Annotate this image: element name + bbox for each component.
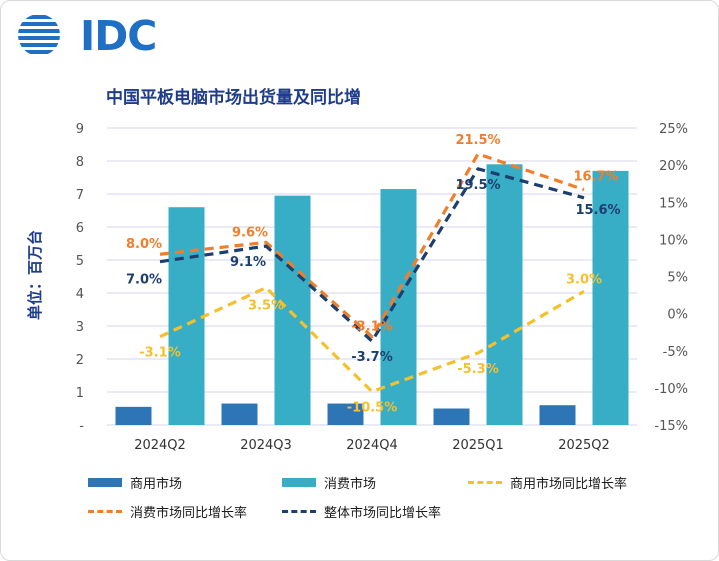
x-tick-label: 2024Q2 [134, 438, 186, 453]
bar [274, 195, 311, 425]
bar [380, 189, 417, 425]
bar [486, 164, 523, 426]
bar [221, 403, 258, 425]
data-label: -3.1% [139, 346, 180, 361]
data-label: 7.0% [126, 273, 162, 288]
y2-tick-label: -10% [654, 382, 688, 397]
data-label: 3.5% [248, 299, 284, 314]
y2-tick-label: 20% [659, 159, 688, 174]
left-axis-ticks: - 1 2 3 4 5 6 7 8 9 [76, 122, 85, 434]
y-tick-label: 6 [76, 221, 84, 236]
y-tick-label: 1 [76, 386, 84, 401]
bar [168, 207, 205, 425]
data-label: -3.7% [351, 350, 392, 365]
bar [327, 403, 364, 425]
data-label: 9.6% [232, 225, 268, 240]
data-label: 15.6% [575, 203, 620, 218]
bar [592, 170, 629, 425]
data-label: 19.5% [455, 178, 500, 193]
data-label: 9.1% [230, 255, 266, 270]
y2-tick-label: 0% [667, 308, 688, 323]
data-label: -10.5% [347, 401, 398, 416]
data-label: 16.7% [573, 170, 618, 185]
y-tick-label: - [79, 419, 84, 434]
y-tick-label: 9 [76, 122, 84, 137]
y-tick-label: 7 [76, 188, 84, 203]
y2-tick-label: 5% [667, 271, 688, 286]
chart-title: 中国平板电脑市场出货量及同比增 [106, 88, 361, 108]
series-line [159, 286, 585, 394]
x-tick-label: 2024Q4 [346, 438, 398, 453]
y-axis-label: 单位：百万台 [26, 230, 44, 320]
y2-tick-label: -15% [654, 419, 688, 434]
logo-wordmark: IDC [80, 12, 157, 60]
x-tick-label: 2025Q2 [558, 438, 610, 453]
data-label: 21.5% [455, 133, 500, 148]
bar [433, 408, 470, 425]
data-label: 8.0% [126, 237, 162, 252]
bar-series [115, 164, 629, 426]
y-tick-label: 8 [76, 155, 84, 170]
line-series [159, 152, 585, 394]
y-tick-label: 2 [76, 353, 84, 368]
y2-tick-label: 15% [659, 196, 688, 211]
x-tick-label: 2024Q3 [240, 438, 292, 453]
x-axis-ticks: 2024Q2 2024Q3 2024Q4 2025Q1 2025Q2 [134, 438, 610, 453]
y-tick-label: 3 [76, 320, 84, 335]
bar [115, 406, 152, 425]
series-line [159, 167, 585, 343]
y2-tick-label: 25% [659, 122, 688, 137]
data-label: 3.0% [566, 272, 602, 287]
y-tick-label: 5 [76, 254, 84, 269]
data-labels: -3.1% 3.5% -10.5% -5.3% 3.0% 8.0% 9.6% -3.1% 21.… [126, 133, 621, 416]
idc-logo: IDC [16, 12, 166, 58]
globe-icon [18, 15, 60, 54]
y2-tick-label: 10% [659, 233, 688, 248]
bar [539, 405, 576, 425]
y2-tick-label: -5% [663, 345, 688, 360]
series-line [159, 152, 585, 339]
y-tick-label: 4 [76, 287, 84, 302]
data-label: -5.3% [457, 362, 498, 377]
right-axis-ticks: -15% -10% -5% 0% 5% 10% 15% 20% 25% [654, 122, 688, 434]
data-label: -3.1% [351, 320, 392, 335]
x-tick-label: 2025Q1 [452, 438, 504, 453]
